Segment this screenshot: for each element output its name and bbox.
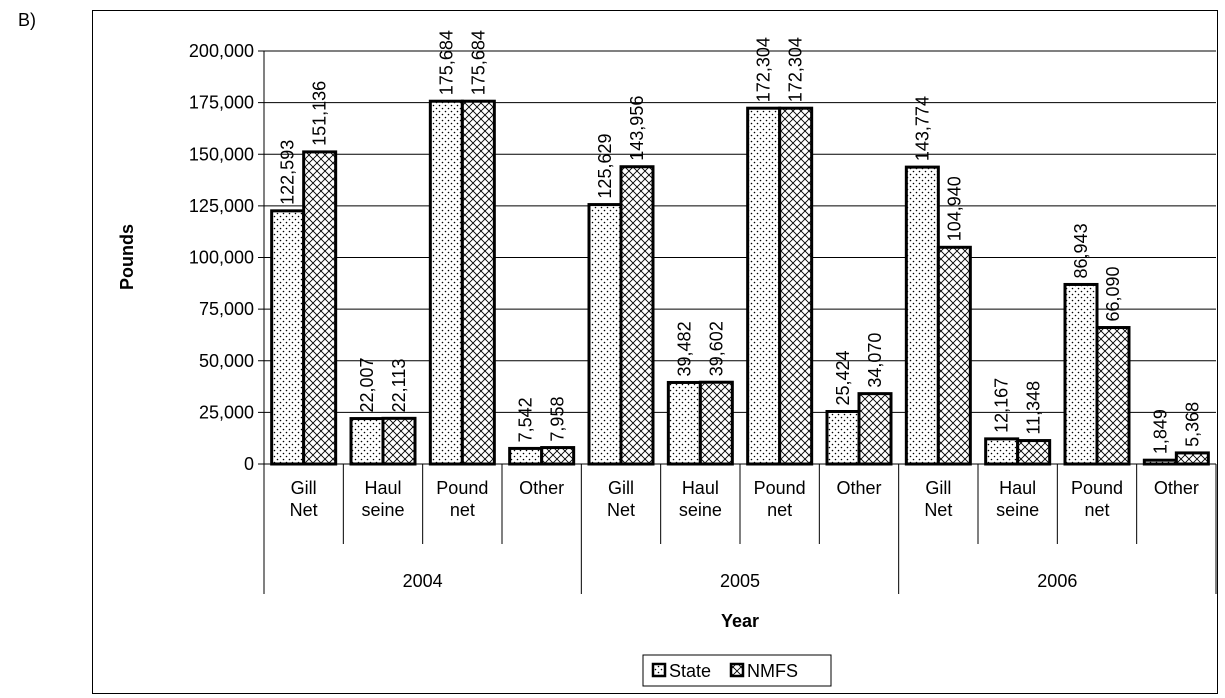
bar-nmfs: [857, 392, 893, 466]
data-label: 5,368: [1182, 402, 1202, 447]
category-label: Other: [1154, 478, 1199, 498]
y-tick-label: 100,000: [189, 248, 254, 268]
category-label: Gill Net: [290, 478, 318, 520]
category-label: Gill Net: [607, 478, 635, 520]
category-label: Haul seine: [996, 478, 1039, 520]
y-tick-label: 75,000: [199, 299, 254, 319]
data-label: 7,542: [516, 397, 536, 442]
year-group-label: 2005: [720, 571, 760, 591]
legend-swatch-state: [651, 662, 667, 678]
data-label: 104,940: [944, 176, 964, 241]
y-tick-label: 0: [244, 454, 254, 474]
bar-state: [270, 209, 306, 466]
data-label: 175,684: [468, 30, 488, 95]
legend: State NMFS: [642, 654, 832, 687]
data-label: 39,602: [706, 321, 726, 376]
data-label: 86,943: [1071, 223, 1091, 278]
data-label: 7,958: [548, 397, 568, 442]
year-group-label: 2004: [403, 571, 443, 591]
legend-label-nmfs: NMFS: [747, 661, 798, 681]
data-label: 172,304: [754, 37, 774, 102]
category-label: Pound net: [1071, 478, 1123, 520]
panel-label: B): [18, 10, 36, 30]
bar-nmfs: [936, 245, 972, 466]
bar-nmfs: [1016, 439, 1052, 466]
data-label: 125,629: [595, 133, 615, 198]
y-tick-label: 200,000: [189, 41, 254, 61]
bar-state: [1142, 458, 1178, 466]
gridlines: [264, 50, 1216, 413]
y-tick-label: 25,000: [199, 402, 254, 422]
x-axis-title: Year: [721, 611, 759, 631]
category-label: Gill Net: [924, 478, 952, 520]
bar-state: [904, 165, 940, 466]
data-label: 12,167: [992, 378, 1012, 433]
bar-state: [508, 446, 544, 466]
category-label: Haul seine: [361, 478, 404, 520]
data-label: 151,136: [310, 81, 330, 146]
data-labels: 122,593 151,136 22,007 22,113 175,684 175,684…: [278, 30, 1203, 454]
bar-state: [1063, 282, 1099, 466]
data-label: 39,482: [674, 321, 694, 376]
axes: 0 25,000 50,000 75,000 100,000 125,000 150,000…: [189, 41, 1216, 474]
bar-nmfs: [540, 446, 576, 466]
category-label: Pound net: [436, 478, 488, 520]
data-label: 175,684: [436, 30, 456, 95]
bar-nmfs: [460, 99, 496, 466]
bar-state: [666, 380, 702, 466]
bar-state: [746, 106, 782, 466]
year-group-label: 2006: [1037, 571, 1077, 591]
data-label: 143,774: [912, 96, 932, 161]
bar-nmfs: [1174, 451, 1210, 466]
data-label: 122,593: [278, 140, 298, 205]
legend-label-state: State: [669, 661, 711, 681]
bar-nmfs: [381, 416, 417, 466]
bar-state: [428, 99, 464, 466]
data-label: 172,304: [786, 37, 806, 102]
data-label: 22,007: [357, 357, 377, 412]
data-label: 11,348: [1024, 381, 1044, 435]
category-label: Other: [836, 478, 881, 498]
data-label: 34,070: [865, 333, 885, 388]
bar-nmfs: [1095, 326, 1131, 466]
category-axis: Gill Net Haul seine Pound net Other Gill Net Haul…: [263, 464, 1217, 594]
bar-state: [984, 437, 1020, 466]
bar-nmfs: [302, 150, 338, 466]
data-label: 25,424: [833, 350, 853, 405]
bars: [270, 99, 1210, 466]
category-label: Other: [519, 478, 564, 498]
data-label: 66,090: [1103, 266, 1123, 321]
y-tick-label: 50,000: [199, 351, 254, 371]
data-label: 1,849: [1150, 409, 1170, 454]
bar-chart: 0 25,000 50,000 75,000 100,000 125,000 150,000…: [117, 30, 1217, 687]
data-label: 22,113: [389, 359, 409, 413]
bar-nmfs: [778, 106, 814, 466]
category-label: Haul seine: [679, 478, 722, 520]
bar-nmfs: [698, 380, 734, 466]
category-label: Pound net: [754, 478, 806, 520]
chart-frame: 0 25,000 50,000 75,000 100,000 125,000 150,000…: [92, 10, 1218, 694]
bar-state: [825, 409, 861, 466]
bar-state: [587, 203, 623, 466]
bar-nmfs: [619, 165, 655, 466]
legend-swatch-nmfs: [729, 662, 745, 678]
y-axis-title: Pounds: [117, 224, 137, 290]
bar-state: [349, 417, 385, 466]
y-tick-label: 150,000: [189, 144, 254, 164]
y-tick-label: 125,000: [189, 196, 254, 216]
data-label: 143,956: [627, 96, 647, 161]
y-tick-label: 175,000: [189, 93, 254, 113]
